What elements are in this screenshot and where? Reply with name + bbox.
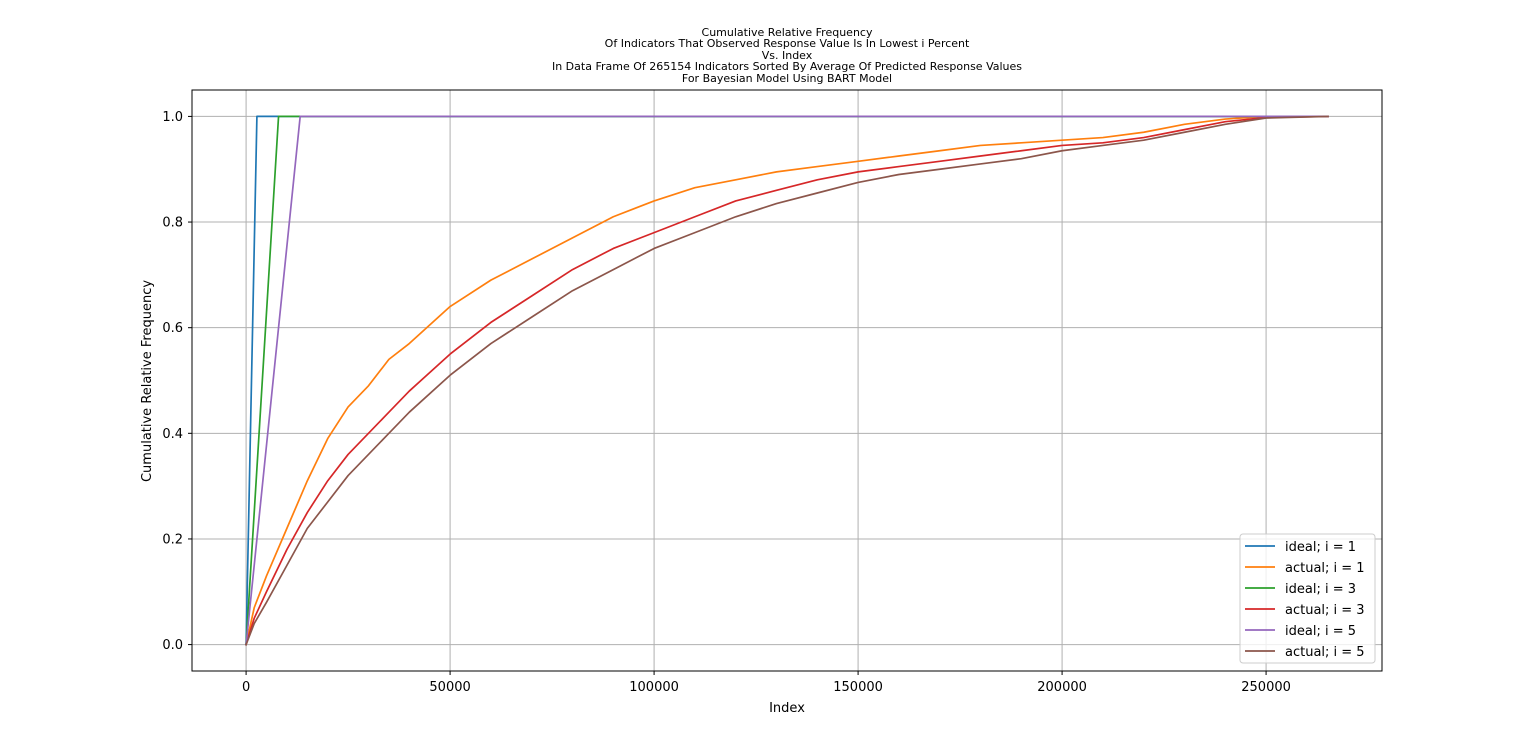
legend-label: actual; i = 5	[1285, 645, 1365, 660]
x-axis-label: Index	[769, 701, 805, 716]
title-line-2: Of Indicators That Observed Response Val…	[605, 37, 970, 50]
plot-area	[244, 115, 1329, 646]
series-line-4	[245, 115, 1329, 646]
legend-entry: ideal; i = 5	[1245, 624, 1356, 639]
legend-entry: ideal; i = 1	[1245, 540, 1356, 555]
series-line-1	[245, 115, 1329, 646]
title-line-1: Cumulative Relative Frequency	[702, 26, 873, 39]
y-tick-label: 0.0	[162, 638, 183, 653]
legend-entry: actual; i = 1	[1245, 561, 1365, 576]
series-line-3	[245, 115, 1329, 646]
chart-title: Cumulative Relative Frequency Of Indicat…	[552, 26, 1022, 85]
legend-label: ideal; i = 5	[1285, 624, 1356, 639]
series-line-5	[245, 115, 1329, 646]
x-tick-label: 200000	[1037, 680, 1087, 695]
legend: ideal; i = 1 actual; i = 1 ideal; i = 3 act…	[1239, 533, 1376, 664]
legend-entry: ideal; i = 3	[1245, 582, 1356, 597]
x-tick-label: 50000	[429, 680, 470, 695]
y-tick-label: 0.8	[162, 216, 183, 231]
axes-frame	[191, 89, 1383, 672]
legend-entry: actual; i = 3	[1245, 603, 1365, 618]
legend-label: actual; i = 1	[1285, 561, 1365, 576]
series-line-2	[245, 115, 1329, 646]
series-line-6	[244, 115, 1329, 646]
y-tick-label: 0.6	[162, 321, 183, 336]
legend-label: ideal; i = 3	[1285, 582, 1356, 597]
title-line-3: Vs. Index	[762, 49, 813, 62]
grid	[192, 90, 1382, 671]
title-line-4: In Data Frame Of 265154 Indicators Sorte…	[552, 60, 1022, 73]
y-tick-label: 0.4	[162, 427, 183, 442]
legend-entry: actual; i = 5	[1245, 645, 1365, 660]
y-tick-label: 1.0	[162, 110, 183, 125]
title-line-5: For Bayesian Model Using BART Model	[682, 72, 892, 85]
legend-label: ideal; i = 1	[1285, 540, 1356, 555]
x-tick-label: 100000	[629, 680, 679, 695]
legend-label: actual; i = 3	[1285, 603, 1365, 618]
y-tick-label: 0.2	[162, 532, 183, 547]
y-axis-label: Cumulative Relative Frequency	[140, 280, 155, 482]
x-tick-label: 0	[242, 680, 250, 695]
x-tick-label: 250000	[1241, 680, 1291, 695]
x-tick-label: 150000	[833, 680, 883, 695]
axis-ticks: 0 50000 100000 150000 200000 250000 0.0 0.2 0.4 0…	[162, 110, 1291, 695]
